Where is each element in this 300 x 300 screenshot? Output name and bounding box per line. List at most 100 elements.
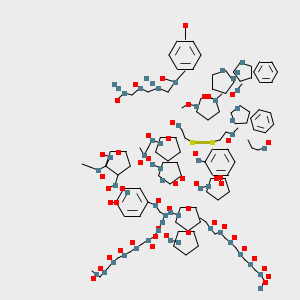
Bar — [142, 152, 146, 158]
Bar — [146, 155, 151, 160]
Bar — [176, 212, 181, 217]
Bar — [155, 226, 160, 230]
Bar — [232, 235, 236, 239]
Bar — [116, 149, 121, 154]
Bar — [107, 154, 112, 160]
Bar — [230, 131, 235, 136]
Bar — [116, 85, 121, 91]
Bar — [160, 178, 164, 182]
Bar — [206, 184, 211, 188]
Bar — [176, 122, 181, 128]
Bar — [208, 226, 212, 230]
Bar — [235, 106, 239, 110]
Bar — [262, 280, 268, 284]
Bar — [122, 91, 127, 95]
Bar — [166, 136, 170, 140]
Bar — [113, 200, 119, 205]
Bar — [112, 182, 118, 188]
Bar — [158, 166, 163, 170]
Bar — [115, 98, 119, 103]
Bar — [119, 185, 124, 190]
Bar — [155, 85, 160, 91]
Bar — [257, 286, 262, 290]
Bar — [209, 140, 214, 145]
Bar — [218, 181, 224, 185]
Bar — [143, 76, 148, 80]
Bar — [185, 230, 190, 235]
Bar — [238, 251, 242, 256]
Bar — [179, 176, 184, 181]
Bar — [218, 175, 223, 179]
Bar — [133, 82, 137, 86]
Bar — [230, 118, 235, 122]
Bar — [101, 269, 106, 275]
Bar — [137, 85, 142, 91]
Bar — [266, 274, 271, 278]
Bar — [251, 256, 256, 260]
Bar — [110, 260, 116, 265]
Bar — [100, 152, 104, 157]
Bar — [235, 70, 239, 74]
Bar — [262, 266, 266, 271]
Bar — [185, 206, 190, 211]
Bar — [235, 88, 239, 92]
Bar — [239, 59, 244, 64]
Bar — [172, 181, 178, 185]
Bar — [149, 244, 154, 248]
Bar — [152, 233, 158, 238]
Bar — [230, 76, 236, 80]
Bar — [176, 239, 181, 244]
Bar — [149, 137, 154, 142]
Bar — [149, 161, 154, 166]
Bar — [98, 266, 103, 271]
Bar — [220, 68, 224, 73]
Bar — [214, 176, 218, 181]
Bar — [185, 101, 190, 106]
Bar — [182, 22, 188, 28]
Bar — [160, 220, 164, 224]
Bar — [266, 140, 271, 145]
Bar — [106, 254, 112, 260]
Bar — [197, 185, 202, 190]
Bar — [106, 185, 110, 190]
Bar — [155, 197, 160, 202]
Bar — [169, 119, 175, 124]
Bar — [122, 253, 127, 257]
Bar — [152, 202, 158, 208]
Bar — [242, 245, 247, 250]
Bar — [158, 140, 163, 146]
Bar — [212, 220, 217, 224]
Bar — [149, 80, 154, 86]
Bar — [248, 262, 253, 266]
Bar — [163, 212, 167, 217]
Bar — [134, 245, 139, 250]
Bar — [118, 248, 122, 253]
Bar — [262, 146, 266, 151]
Bar — [194, 103, 199, 109]
Bar — [160, 76, 164, 80]
Bar — [172, 80, 178, 85]
Bar — [212, 98, 217, 103]
Bar — [100, 173, 104, 178]
Bar — [155, 227, 160, 232]
Bar — [202, 94, 206, 98]
Bar — [164, 232, 169, 238]
Bar — [167, 238, 172, 242]
Bar — [196, 158, 200, 163]
Bar — [206, 94, 211, 98]
Bar — [95, 167, 101, 172]
Bar — [124, 190, 130, 194]
Bar — [167, 209, 172, 214]
Bar — [137, 160, 142, 164]
Bar — [221, 224, 226, 229]
Bar — [146, 238, 151, 242]
Bar — [146, 133, 151, 137]
Bar — [193, 151, 197, 155]
Bar — [91, 275, 95, 281]
Bar — [94, 272, 98, 277]
Bar — [227, 239, 232, 244]
Bar — [112, 82, 116, 86]
Bar — [194, 181, 199, 185]
Bar — [107, 200, 112, 205]
Bar — [218, 230, 223, 235]
